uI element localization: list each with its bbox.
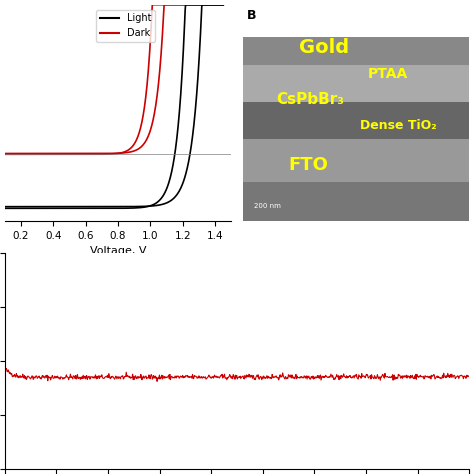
- Legend: Light, Dark: Light, Dark: [96, 9, 155, 42]
- Text: B: B: [247, 9, 257, 22]
- Text: CsPbBr₃: CsPbBr₃: [277, 92, 345, 107]
- FancyBboxPatch shape: [243, 102, 469, 139]
- Text: 200 nm: 200 nm: [254, 203, 281, 209]
- Text: PTAA: PTAA: [367, 67, 408, 81]
- FancyBboxPatch shape: [243, 139, 469, 182]
- Text: Gold: Gold: [299, 38, 349, 57]
- X-axis label: Voltage, V: Voltage, V: [90, 246, 146, 256]
- FancyBboxPatch shape: [243, 65, 469, 102]
- FancyBboxPatch shape: [243, 37, 469, 65]
- Text: Dense TiO₂: Dense TiO₂: [361, 119, 437, 132]
- FancyBboxPatch shape: [243, 182, 469, 221]
- Text: FTO: FTO: [288, 155, 328, 173]
